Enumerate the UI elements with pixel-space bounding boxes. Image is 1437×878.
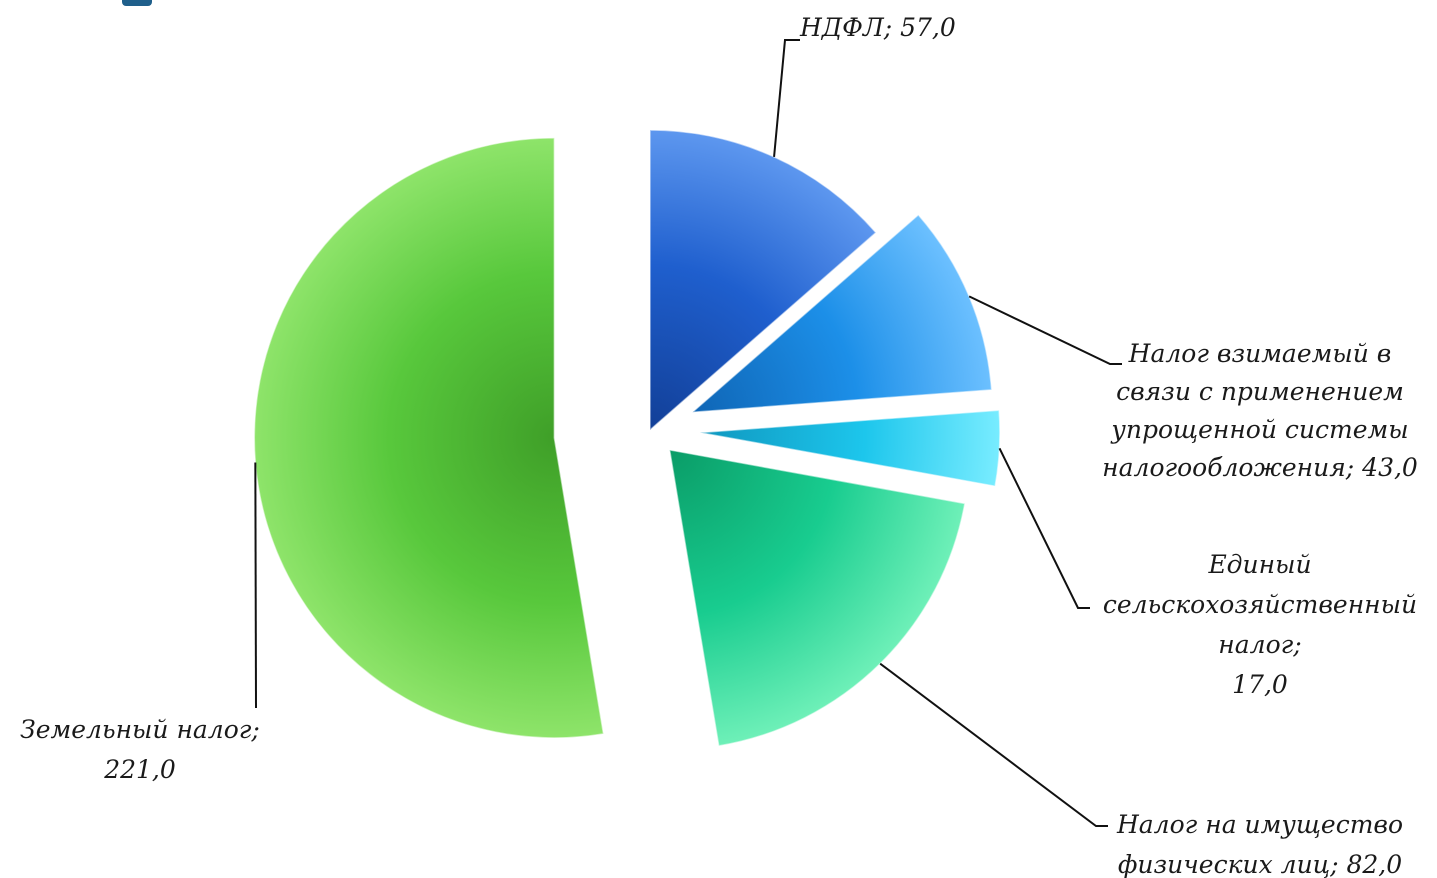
data-label-usn-line-1: Налог взимаемый в (1128, 339, 1392, 368)
leader-line-property (879, 662, 1108, 827)
data-label-ndfl-line-1: НДФЛ; 57,0 (799, 13, 956, 42)
data-label-property-line-2: физических лиц; 82,0 (1118, 850, 1402, 878)
data-label-eshn-line-1: Единый (1207, 550, 1311, 579)
leader-line-ndfl (773, 39, 800, 157)
labels-layer: НДФЛ; 57,0 Налог взимаемый в связи с приме… (20, 13, 1418, 878)
data-label-eshn-line-3: налог; (1218, 630, 1301, 659)
leader-line-land (254, 462, 257, 709)
data-label-usn-line-4: налогообложения; 43,0 (1102, 453, 1418, 482)
data-label-usn-line-3: упрощенной системы (1110, 415, 1408, 444)
leader-line-usn (968, 295, 1122, 365)
pie-slice-usn (690, 213, 993, 414)
data-label-land-line-2: 221,0 (103, 755, 176, 784)
pie-slice-property (668, 449, 966, 747)
leader-line-eshn (998, 447, 1090, 609)
leader-lines (254, 39, 1122, 827)
data-label-eshn-line-2: сельскохозяйственный (1103, 590, 1417, 619)
data-label-eshn-line-4: 17,0 (1232, 670, 1288, 699)
data-label-usn-line-2: связи с применением (1116, 377, 1404, 406)
data-label-property-line-1: Налог на имущество (1116, 810, 1403, 839)
data-label-land-line-1: Земельный налог; (20, 715, 260, 744)
slices-layer (253, 129, 1001, 747)
pie-slice-land (253, 137, 605, 739)
corner-title-fragment (122, 0, 152, 6)
